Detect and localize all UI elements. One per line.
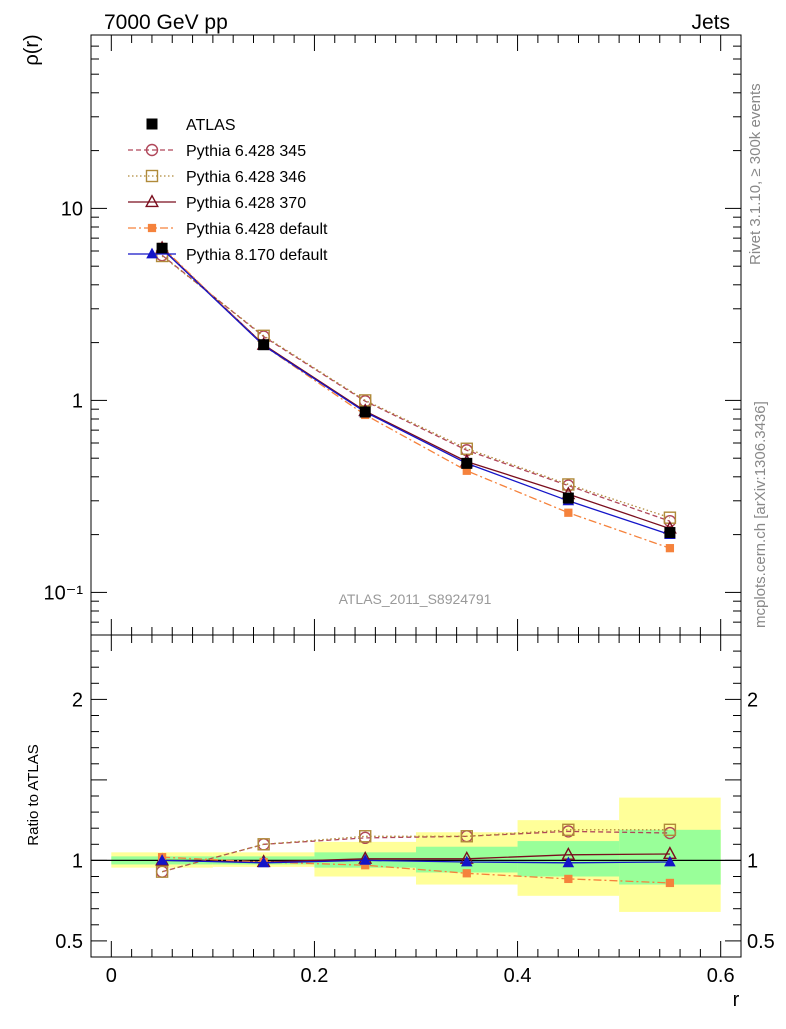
main-y-tick-label: 10⁻¹	[44, 582, 84, 604]
ratio-series-1-point-1	[257, 838, 270, 851]
ratio-series-4-point-2	[359, 854, 371, 865]
ratio-series-4-point-5	[664, 855, 676, 867]
ratio-plot-panel: 0.5 0.5 1 1 2 2 0 0.2 0.4 0.6	[55, 634, 775, 987]
legend: ATLAS Pythia 6.428 345 Pythia 6.428 346 Pyt…	[128, 117, 328, 264]
header-left-label: 7000 GeV pp	[104, 11, 228, 34]
ratio-series-4-point-3	[461, 855, 473, 867]
legend-marker-4	[147, 223, 157, 233]
legend-label-2: Pythia 6.428 346	[186, 169, 306, 186]
ratio-series-4-point-1	[257, 856, 270, 868]
ratio-series-4-point-0	[156, 854, 168, 865]
ratio-y-tick-label: 0.5	[55, 931, 83, 953]
main-series-3-point-3	[462, 466, 471, 475]
x-tick-label: 0.6	[707, 965, 735, 987]
legend-marker-0	[146, 118, 158, 130]
rivet-label: Rivet 3.1.10, ≥ 300k events	[747, 83, 764, 265]
ratio-series-3-point-2	[361, 861, 370, 870]
x-tick-label: 0	[106, 965, 117, 987]
ratio-series-1-point-4	[562, 823, 575, 837]
legend-marker-3	[145, 194, 159, 208]
ratio-series-4-point-4	[562, 856, 575, 868]
analysis-id-label: ATLAS_2011_S8924791	[339, 591, 492, 607]
main-ref-series-0-point-4	[562, 492, 574, 504]
main-ref-series-0-point-3	[461, 457, 473, 469]
main-y-axis-label: ρ(r)	[21, 34, 43, 65]
ratio-y-axis-label: Ratio to ATLAS	[25, 744, 42, 845]
legend-marker-2	[145, 169, 159, 183]
ratio-series-1-point-5	[663, 823, 677, 837]
ratio-y-tick-label-right: 0.5	[747, 931, 775, 953]
ratio-y-tick-label-right: 1	[747, 850, 758, 872]
x-tick-label: 0.4	[504, 965, 532, 987]
mcplots-label: mcplots.cern.ch [arXiv:1306.3436]	[752, 401, 769, 628]
x-axis-label: r	[733, 989, 740, 1011]
ratio-y-tick-label-right: 2	[747, 689, 758, 711]
main-series-4-line	[161, 248, 671, 536]
ratio-y-tick-label: 2	[72, 689, 83, 711]
x-tick-label: 0.2	[301, 965, 329, 987]
ratio-series-0-line	[161, 830, 670, 873]
ratio-series-1-point-2	[359, 830, 372, 843]
main-series-3-point-4	[564, 508, 573, 517]
main-ref-series-0-point-1	[258, 339, 270, 351]
ratio-series-1-point-0	[155, 865, 169, 878]
ratio-series-3-point-3	[462, 869, 471, 878]
main-series-1-point-4	[562, 478, 575, 491]
main-ref-series-0-point-5	[664, 527, 676, 539]
legend-label-3: Pythia 6.428 370	[186, 195, 306, 212]
ratio-series-3-point-5	[665, 878, 675, 888]
main-series-3-point-5	[665, 544, 675, 553]
ratio-y-tick-label: 1	[72, 850, 83, 872]
legend-label-0: ATLAS	[186, 117, 236, 134]
legend-label-1: Pythia 6.428 345	[186, 143, 306, 160]
main-series-1-line	[161, 255, 671, 519]
ratio-series-1-point-3	[460, 830, 473, 843]
main-ref-series-0-point-2	[359, 406, 371, 418]
main-y-tick-label: 1	[72, 390, 83, 412]
main-series-2-line	[161, 247, 671, 530]
main-y-tick-label: 10	[61, 198, 83, 220]
main-series-0-line	[161, 254, 671, 522]
ratio-series-3-line	[162, 856, 670, 884]
legend-label-5: Pythia 8.170 default	[186, 247, 328, 264]
ratio-series-4-line	[162, 859, 670, 864]
ratio-series-3-point-4	[564, 874, 573, 884]
legend-marker-1	[145, 143, 159, 157]
legend-label-4: Pythia 6.428 default	[186, 221, 328, 238]
header-right-label: Jets	[691, 11, 730, 34]
legend-marker-5	[146, 247, 158, 259]
main-ref-series-0-point-0	[156, 242, 168, 254]
